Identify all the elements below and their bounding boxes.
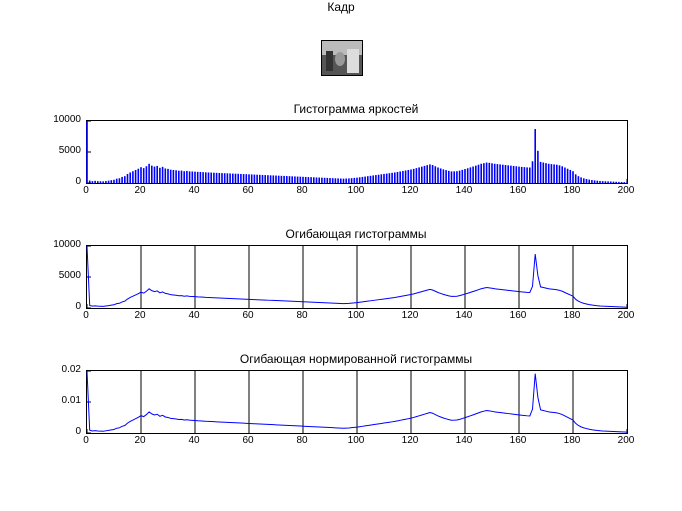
ytick-label: 10000 (31, 114, 81, 125)
ytick-label: 0 (31, 176, 81, 187)
xtick-label: 20 (125, 185, 155, 196)
xtick-label: 60 (233, 310, 263, 321)
xtick-label: 20 (125, 310, 155, 321)
xtick-label: 180 (557, 185, 587, 196)
xtick-label: 120 (395, 185, 425, 196)
xtick-label: 140 (449, 435, 479, 446)
xtick-label: 160 (503, 310, 533, 321)
chart1-title: Гистограмма яркостей (86, 102, 626, 116)
xtick-label: 40 (179, 435, 209, 446)
xtick-label: 200 (611, 310, 641, 321)
ytick-label: 0.02 (31, 364, 81, 375)
figure: Кадр Гистограмма яркостей Огибающая гист… (0, 0, 682, 511)
ytick-label: 5000 (31, 145, 81, 156)
xtick-label: 80 (287, 185, 317, 196)
chart3-axes (86, 370, 628, 434)
xtick-label: 100 (341, 310, 371, 321)
kadr-title: Кадр (0, 0, 682, 14)
xtick-label: 200 (611, 435, 641, 446)
xtick-label: 20 (125, 435, 155, 446)
xtick-label: 140 (449, 185, 479, 196)
xtick-label: 140 (449, 310, 479, 321)
chart2-axes (86, 245, 628, 309)
xtick-label: 60 (233, 435, 263, 446)
xtick-label: 180 (557, 435, 587, 446)
xtick-label: 60 (233, 185, 263, 196)
xtick-label: 80 (287, 310, 317, 321)
xtick-label: 120 (395, 310, 425, 321)
chart3-title: Огибающая нормированной гистограммы (86, 352, 626, 366)
xtick-label: 100 (341, 435, 371, 446)
kadr-thumbnail (321, 40, 363, 76)
xtick-label: 40 (179, 185, 209, 196)
xtick-label: 120 (395, 435, 425, 446)
ytick-label: 0 (31, 301, 81, 312)
xtick-label: 180 (557, 310, 587, 321)
ytick-label: 0.01 (31, 395, 81, 406)
chart2-title: Огибающая гистограммы (86, 227, 626, 241)
ytick-label: 0 (31, 426, 81, 437)
xtick-label: 160 (503, 185, 533, 196)
xtick-label: 80 (287, 435, 317, 446)
chart1-axes (86, 120, 628, 184)
ytick-label: 5000 (31, 270, 81, 281)
xtick-label: 160 (503, 435, 533, 446)
xtick-label: 200 (611, 185, 641, 196)
xtick-label: 100 (341, 185, 371, 196)
ytick-label: 10000 (31, 239, 81, 250)
xtick-label: 40 (179, 310, 209, 321)
